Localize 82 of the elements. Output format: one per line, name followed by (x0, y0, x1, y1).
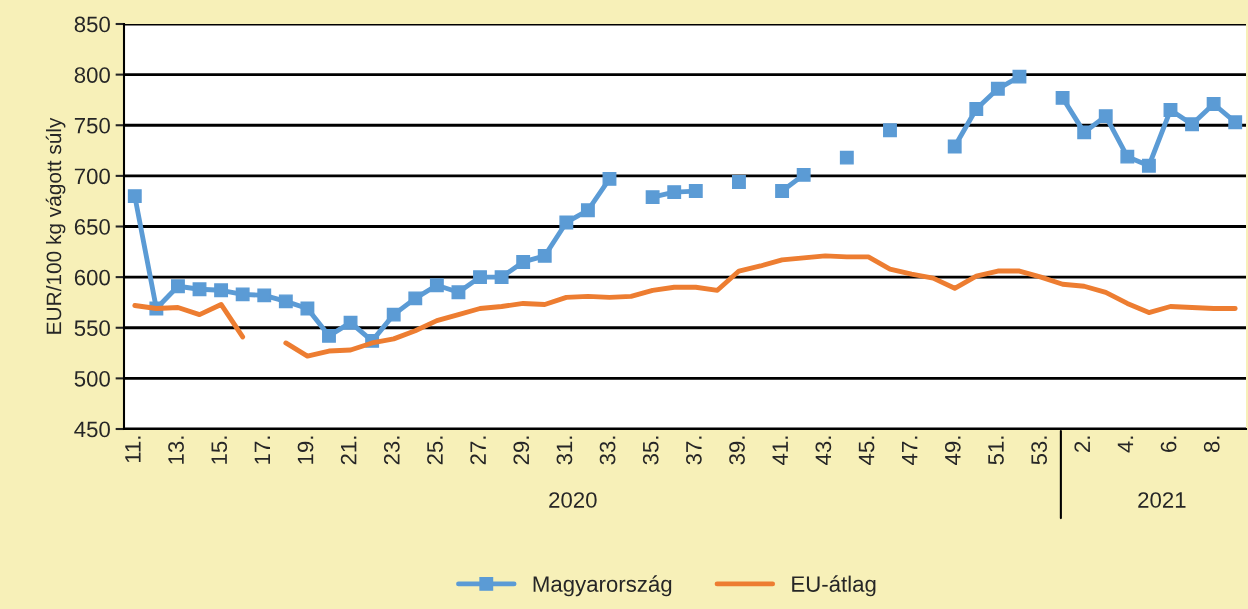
x-tick-label: 39. (729, 436, 745, 465)
point (883, 123, 897, 138)
x-tick-label: 21. (340, 436, 357, 465)
x-tick-label: 47. (902, 436, 918, 465)
point (1077, 125, 1092, 140)
x-tick-label: 45. (858, 436, 875, 465)
point (559, 215, 574, 230)
x-tick-label: 25. (427, 436, 443, 465)
point (602, 171, 617, 186)
point (343, 315, 358, 330)
y-tick-label: 450 (74, 421, 110, 438)
y-tick-label: 650 (74, 219, 110, 235)
point (494, 270, 509, 285)
point (214, 283, 229, 298)
point (127, 189, 142, 204)
text: 2021 (1138, 492, 1186, 508)
x-tick-label: 15. (211, 436, 228, 464)
y-tick-label: 500 (74, 370, 110, 387)
point (278, 294, 293, 309)
point (408, 291, 423, 306)
x-tick-label: 35. (642, 436, 659, 465)
y-tick-label: 700 (74, 168, 110, 185)
point (1098, 109, 1113, 124)
point (947, 139, 962, 154)
point (170, 279, 185, 294)
y-tick-label: 850 (74, 16, 110, 33)
x-tick-label: 19. (297, 436, 314, 464)
point (1120, 149, 1135, 164)
x-tick-label: 11. (125, 436, 141, 463)
point (796, 167, 811, 182)
legend-label: Magyarország (533, 575, 672, 597)
point (839, 150, 854, 165)
x-tick-label: 6. (1160, 436, 1177, 452)
x-tick-label: 8. (1203, 436, 1220, 453)
point (473, 270, 487, 285)
point (1163, 103, 1178, 118)
point (516, 254, 531, 269)
point (429, 278, 444, 293)
point (1185, 117, 1200, 132)
x-tick-label: 37. (686, 436, 702, 465)
point (257, 288, 272, 303)
y-tick-label: 800 (74, 67, 110, 83)
point (300, 301, 315, 316)
point (451, 285, 466, 300)
x-tick-label: 41. (772, 436, 788, 465)
y-axis-title: EUR/100 kg vágott súly (45, 117, 66, 334)
legend-label: EU-átlag (792, 575, 876, 597)
x-tick-label: 31. (556, 436, 573, 465)
point (537, 248, 552, 263)
point (1055, 90, 1070, 105)
x-tick-label: 2. (1074, 436, 1090, 452)
x-tick-label: 53. (1031, 436, 1047, 465)
point (969, 102, 984, 116)
point (1206, 97, 1221, 111)
x-tick-label: 13. (168, 436, 184, 464)
x-tick-label: 17. (254, 436, 270, 464)
point (580, 203, 595, 218)
point (731, 175, 746, 189)
x-tick-label: 23. (383, 436, 400, 465)
x-tick-label: 33. (599, 436, 616, 465)
x-tick-label: 51. (988, 436, 1004, 465)
point (667, 185, 682, 200)
x-tick-label: 4. (1117, 436, 1134, 453)
point (645, 190, 660, 205)
text: 2020 (549, 492, 597, 508)
point (1141, 158, 1156, 173)
point (775, 184, 790, 199)
point (990, 81, 1005, 96)
point (235, 287, 250, 302)
point (386, 307, 401, 322)
point (1012, 69, 1027, 84)
point (1228, 115, 1243, 130)
x-tick-label: 43. (815, 436, 832, 465)
y-tick-label: 600 (74, 269, 110, 286)
point (322, 328, 336, 343)
y-tick-label: 750 (74, 117, 110, 134)
point (192, 282, 207, 297)
y-tick-label: 550 (74, 320, 110, 337)
x-tick-label: 29. (513, 436, 530, 465)
x-tick-label: 27. (470, 436, 486, 465)
point (688, 184, 703, 199)
x-tick-label: 49. (944, 436, 961, 465)
